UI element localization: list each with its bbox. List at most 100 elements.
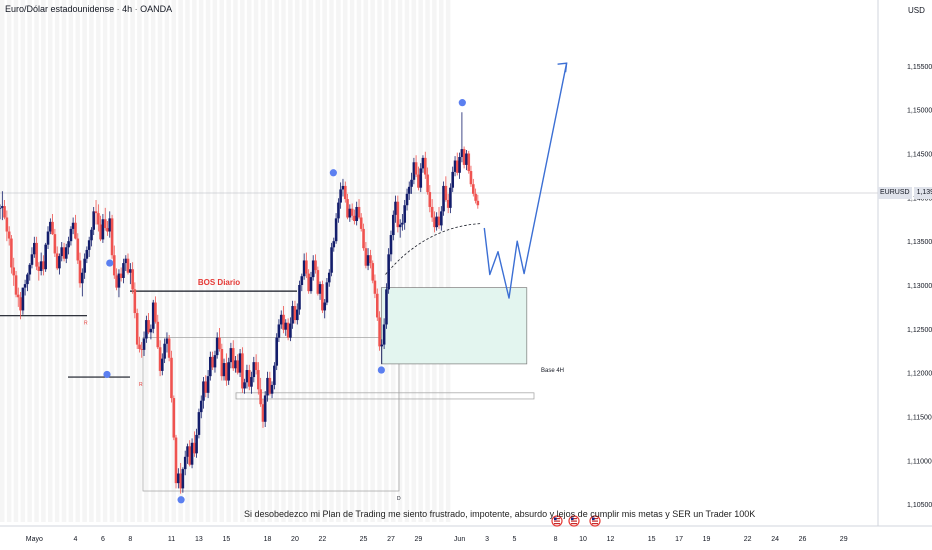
- candle: [55, 246, 59, 271]
- candle: [268, 371, 272, 396]
- candle: [42, 255, 45, 276]
- candle: [170, 350, 173, 403]
- candle: [421, 155, 425, 173]
- candle-body: [327, 272, 331, 283]
- candle: [355, 201, 358, 226]
- candle: [245, 364, 249, 389]
- x-tick-label: 11: [168, 536, 175, 543]
- candle-body: [423, 157, 427, 175]
- candle-body: [85, 249, 89, 259]
- candle-body: [76, 238, 80, 261]
- candle-body: [119, 273, 123, 278]
- candle-body: [90, 229, 93, 241]
- candle: [444, 176, 448, 202]
- candle-body: [410, 179, 413, 187]
- candle-body: [455, 160, 459, 173]
- candle: [108, 211, 112, 238]
- candle-body: [407, 186, 411, 194]
- candle-body: [451, 171, 455, 188]
- candle: [458, 152, 461, 179]
- flag-stripe: [571, 523, 577, 525]
- candle: [234, 356, 237, 373]
- candle: [202, 377, 205, 409]
- candle: [247, 364, 251, 391]
- session-band: [27, 0, 32, 522]
- candle: [369, 249, 372, 269]
- candle-body: [426, 174, 429, 193]
- candle-body: [181, 469, 185, 489]
- candle: [71, 217, 75, 235]
- candle-body: [332, 241, 336, 248]
- bos-label: BOS Diario: [198, 278, 240, 287]
- candle-body: [380, 344, 384, 347]
- candle: [446, 193, 450, 214]
- candle: [407, 181, 411, 200]
- candle: [314, 254, 317, 274]
- candle: [76, 233, 80, 264]
- candle: [254, 354, 258, 375]
- us-flag-icon: [551, 515, 563, 527]
- candle: [396, 195, 400, 233]
- candle-body: [243, 382, 246, 389]
- candle-body: [357, 206, 361, 218]
- chart-title: Euro/Dólar estadounidense · 4h · OANDA: [5, 4, 173, 14]
- candle: [78, 252, 82, 288]
- candle-body: [156, 321, 160, 348]
- candle-body: [69, 228, 73, 242]
- candle: [44, 242, 47, 272]
- candle: [471, 178, 475, 197]
- session-band: [253, 0, 259, 522]
- flag-stripe: [592, 518, 598, 520]
- candle: [101, 213, 105, 243]
- candle-body: [387, 254, 390, 290]
- session-band: [356, 0, 362, 522]
- candle: [344, 181, 347, 203]
- candle-body: [227, 362, 230, 381]
- candle-body: [229, 348, 233, 363]
- candle: [286, 318, 290, 341]
- candle: [348, 204, 352, 222]
- candle-body: [279, 314, 283, 325]
- candle: [209, 351, 212, 381]
- candle-body: [160, 358, 164, 371]
- x-tick-label: 15: [222, 536, 230, 543]
- candle-body: [87, 240, 91, 250]
- x-tick-label: 29: [840, 536, 848, 543]
- candle: [220, 343, 224, 381]
- session-band: [6, 0, 12, 522]
- candle: [151, 299, 155, 334]
- candle: [10, 235, 13, 274]
- x-tick-label: 22: [744, 536, 752, 543]
- candle: [206, 370, 210, 399]
- candle: [332, 237, 336, 252]
- candle: [449, 183, 452, 214]
- candle: [177, 468, 180, 489]
- y-tick-label: 1,10500: [907, 502, 932, 509]
- candle: [142, 331, 146, 357]
- candle-body: [64, 247, 68, 259]
- flag-canton: [554, 517, 557, 521]
- session-band: [192, 0, 197, 522]
- candle-body: [12, 267, 16, 276]
- candle: [145, 315, 148, 343]
- candle-body: [115, 275, 118, 288]
- candle-body: [129, 269, 132, 273]
- candle: [298, 280, 301, 315]
- candle: [414, 155, 418, 178]
- flag-stripe: [592, 520, 598, 522]
- candle-body: [126, 258, 130, 273]
- candle: [195, 428, 198, 458]
- candle-body: [199, 400, 203, 413]
- candle-body: [385, 289, 388, 325]
- session-band: [198, 0, 204, 522]
- flag-stripe: [592, 523, 598, 525]
- candle: [14, 270, 18, 298]
- flag-stripe: [571, 520, 577, 522]
- candle-body: [401, 222, 404, 225]
- small-label: R: [84, 320, 88, 326]
- flag-stripe: [554, 518, 560, 520]
- candle-body: [396, 201, 400, 228]
- candle-body: [28, 264, 32, 275]
- candle: [126, 253, 130, 275]
- candle: [259, 377, 262, 407]
